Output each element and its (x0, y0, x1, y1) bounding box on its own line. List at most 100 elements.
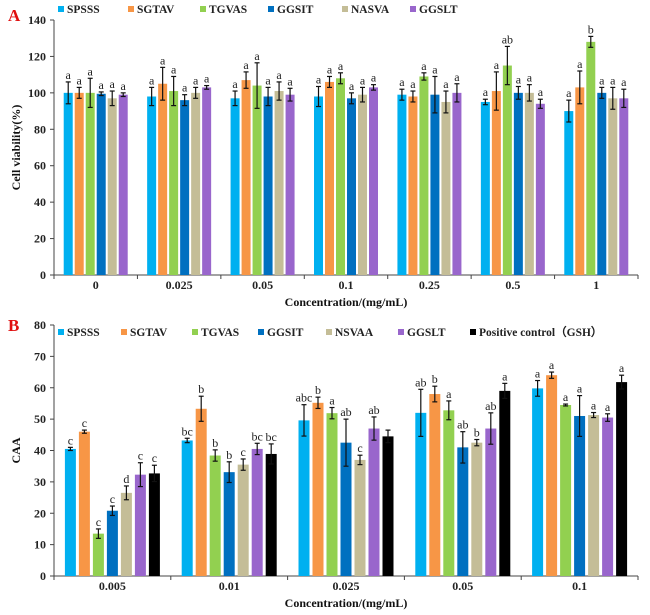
significance-label: c (241, 445, 246, 459)
bar-ggslt (535, 103, 545, 276)
significance-label: a (77, 73, 83, 87)
significance-label: abc (296, 391, 313, 405)
significance-label: b (212, 436, 218, 450)
legend-label: SPSSS (67, 327, 100, 339)
y-tick-label: 40 (34, 444, 46, 458)
significance-label: a (66, 68, 72, 82)
bar-ggslt (134, 474, 146, 576)
y-tick-label: 140 (28, 13, 46, 27)
bar-spsss (63, 92, 73, 275)
chart-panel-a: A 0 20 40 60 80 100 120 140 0 0.025 0.05 0.1 0.25 0.5 1… (8, 4, 639, 309)
significance-label: b (474, 426, 480, 440)
significance-label: a (502, 369, 508, 383)
bar-ggsit (597, 92, 607, 275)
significance-label: b (226, 448, 232, 462)
bar-nasva (191, 92, 201, 275)
y-tick-label: 120 (28, 49, 46, 63)
legend-label: NSVAA (335, 327, 374, 339)
bar-ggslt (619, 98, 629, 275)
bar-ggslt (452, 92, 462, 275)
bar-spsss (532, 388, 544, 576)
significance-label: a (338, 59, 344, 73)
significance-label: a (99, 78, 105, 92)
legend-swatch (342, 6, 348, 12)
bar-sgtav (491, 91, 501, 276)
legend-label: GGSLT (407, 327, 446, 339)
legend-label: SGTAV (130, 327, 168, 339)
legend-swatch (58, 6, 64, 12)
x-tick-label: 0.1 (572, 579, 587, 593)
bar-ggsit (223, 472, 235, 576)
significance-label: bc (182, 424, 193, 438)
chart-panel-b: B 0 10 20 30 40 50 60 70 80 0.005 0.01 0.025 0.05 0.1 C… (8, 316, 639, 610)
bar-sgtav (241, 80, 251, 275)
significance-label: a (443, 77, 449, 91)
bar-tgvas (209, 455, 221, 576)
significance-label: a (182, 81, 188, 95)
bar-spsss (397, 94, 407, 275)
x-tick-label: 0.05 (452, 579, 473, 593)
bar-ggslt (369, 87, 378, 276)
bar-ggslt (602, 417, 614, 576)
legend-label: SPSSS (67, 4, 100, 16)
bar-spsss (480, 101, 490, 275)
bar-nasva (524, 92, 534, 275)
bar-tgvas (92, 533, 104, 576)
bar-tgvas (336, 78, 345, 276)
bar-ggslt (368, 428, 380, 576)
bar-spsss (230, 98, 240, 275)
bar-ggsit (347, 98, 356, 275)
y-tick-label: 20 (34, 232, 46, 246)
legend-swatch (410, 6, 416, 12)
bar-tgvas (419, 76, 429, 275)
bar-nsvaa (471, 442, 483, 576)
x-axis-title: Concentration/(mg/mL) (285, 295, 408, 309)
significance-label: c (68, 433, 73, 447)
bar-nasva (608, 98, 618, 275)
significance-label: a (204, 72, 210, 86)
significance-label: bc (252, 429, 263, 443)
significance-label: a (566, 86, 572, 100)
legend-swatch (326, 329, 332, 335)
x-tick-label: 0.1 (339, 278, 354, 292)
significance-label: c (357, 441, 362, 455)
significance-label: c (82, 416, 87, 430)
bar-tgvas (586, 41, 596, 275)
bar-tgvas (252, 85, 262, 275)
bar-ggsit (106, 510, 118, 576)
bar-sgtav (78, 431, 90, 576)
significance-label: a (621, 75, 627, 89)
significance-label: d (123, 472, 129, 486)
bar-sgtav (74, 92, 84, 275)
significance-label: a (254, 49, 260, 63)
bar-positivecontrolgsh (148, 473, 160, 576)
bar-nasva (107, 98, 117, 275)
significance-label: b (198, 382, 204, 396)
legend-swatch (192, 329, 198, 335)
significance-label: ab (485, 399, 496, 413)
bar-spsss (147, 96, 157, 275)
bar-spsss (415, 412, 427, 576)
legend-swatch (58, 329, 64, 335)
bar-spsss (181, 440, 193, 576)
x-tick-label: 0.05 (252, 278, 273, 292)
significance-label: a (232, 77, 238, 91)
bar-tgvas (169, 91, 179, 276)
y-tick-label: 40 (34, 195, 46, 209)
significance-label: a (276, 68, 282, 82)
significance-label: ab (340, 405, 351, 419)
significance-label: a (432, 62, 438, 76)
significance-label: a (563, 390, 569, 404)
significance-label: a (549, 358, 555, 372)
significance-label: a (535, 367, 541, 381)
significance-label: a (619, 361, 625, 375)
significance-label: a (160, 53, 166, 67)
significance-label: c (152, 451, 157, 465)
significance-label: ab (502, 32, 513, 46)
significance-label: a (265, 73, 271, 87)
y-tick-label: 10 (34, 538, 46, 552)
bar-spsss (298, 420, 310, 576)
y-tick-label: 30 (34, 475, 46, 489)
significance-label: a (110, 77, 116, 91)
